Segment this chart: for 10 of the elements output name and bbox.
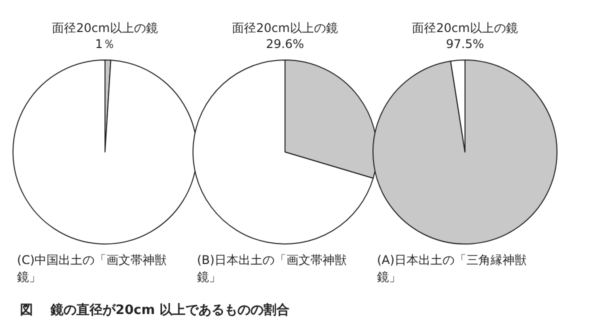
chart-subtitle: 1％ — [95, 37, 115, 51]
chart-title: 面径20cm以上の鏡 — [232, 21, 338, 35]
text: (B)日本出土の「画文帯神獣鏡」 — [197, 253, 347, 284]
text: (A)日本出土の「三角縁神獣鏡」 — [377, 253, 527, 284]
chart-subtitle: 29.6% — [266, 37, 304, 51]
text: (C)中国出土の「画文帯神獣鏡」 — [17, 253, 167, 284]
text: 図 鏡の直径が20cm 以上であるものの割合 — [20, 302, 290, 318]
chart-title: 面径20cm以上の鏡 — [412, 21, 518, 35]
chart-subtitle: 97.5% — [446, 37, 484, 51]
chart-title: 面径20cm以上の鏡 — [52, 21, 158, 35]
